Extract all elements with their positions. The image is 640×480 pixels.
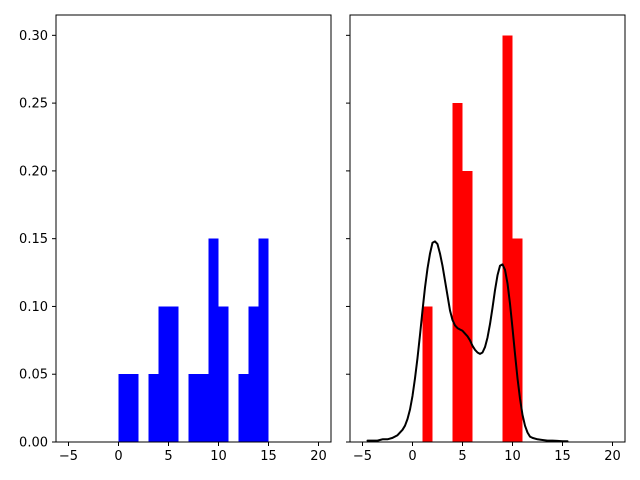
histogram-bar bbox=[238, 374, 249, 442]
histogram-bar bbox=[512, 238, 523, 442]
x-tick-label: 10 bbox=[504, 449, 521, 464]
kde-curve bbox=[366, 240, 569, 443]
histogram-bar bbox=[422, 306, 433, 442]
y-tick-label: 0.00 bbox=[19, 436, 48, 451]
histogram-bar bbox=[188, 374, 199, 442]
y-tick-label: 0.10 bbox=[19, 300, 48, 315]
x-tick-label: −5 bbox=[59, 449, 78, 464]
right-histogram-kde-spines bbox=[349, 14, 626, 443]
histogram-bar bbox=[248, 306, 259, 442]
histogram-bar bbox=[462, 170, 473, 442]
right-histogram-kde-plot-area bbox=[350, 15, 625, 442]
left-histogram-plot-area bbox=[56, 15, 331, 442]
x-tick-label: 0 bbox=[408, 449, 416, 464]
y-tick-label: 0.05 bbox=[19, 368, 48, 383]
x-tick-label: 20 bbox=[310, 449, 327, 464]
left-histogram-axes: −5 0 5 10 15 20 0.00 0.05 0.10 0.15 0.20 0.25 0.30 bbox=[19, 14, 332, 464]
y-tick-label: 0.15 bbox=[19, 232, 48, 247]
x-tick-label: 5 bbox=[458, 449, 466, 464]
histogram-bar bbox=[502, 35, 513, 443]
histogram-bar bbox=[168, 306, 179, 442]
histogram-bar bbox=[158, 306, 169, 442]
histogram-bar bbox=[148, 374, 159, 442]
left-histogram-spines bbox=[55, 14, 332, 443]
y-tick-label: 0.20 bbox=[19, 164, 48, 179]
histogram-bar bbox=[208, 238, 219, 442]
x-tick-label: 15 bbox=[260, 449, 277, 464]
right-histogram-kde-bars bbox=[422, 35, 523, 443]
y-tick-label: 0.25 bbox=[19, 97, 48, 112]
histogram-bar bbox=[218, 306, 229, 442]
x-tick-label: 15 bbox=[554, 449, 571, 464]
x-tick-label: 10 bbox=[210, 449, 227, 464]
x-tick-label: 20 bbox=[604, 449, 621, 464]
x-tick-label: −5 bbox=[353, 449, 372, 464]
histogram-bar bbox=[452, 103, 463, 442]
histogram-bar bbox=[258, 238, 269, 442]
y-tick-label: 0.30 bbox=[19, 29, 48, 44]
histogram-bar bbox=[198, 374, 209, 442]
histogram-bar bbox=[118, 374, 129, 442]
x-tick-label: 5 bbox=[164, 449, 172, 464]
x-tick-label: 0 bbox=[114, 449, 122, 464]
right-histogram-kde-axes: −5 0 5 10 15 20 bbox=[346, 14, 626, 464]
histogram-bar bbox=[128, 374, 139, 442]
left-histogram-bars bbox=[118, 238, 269, 442]
